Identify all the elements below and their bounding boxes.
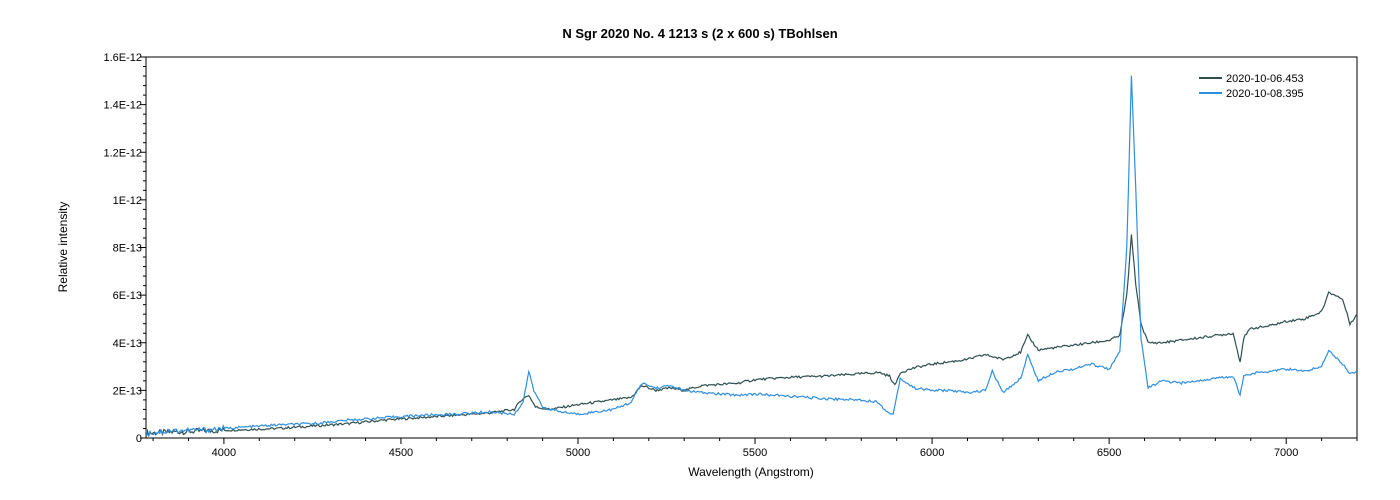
series-layer <box>145 75 1358 438</box>
series-line-1 <box>145 234 1358 438</box>
y-tick-label: 1E-12 <box>113 195 142 207</box>
y-tick-label: 4E-13 <box>113 338 142 350</box>
y-tick-label: 1.4E-12 <box>103 100 142 112</box>
x-axis-label: Wavelength (Angstrom) <box>688 465 814 479</box>
y-tick-label: 2E-13 <box>113 385 142 397</box>
y-axis: 0 2E-13 4E-13 6E-13 8E-13 1E-12 1.2E-12 1.4E-12… <box>103 52 146 445</box>
y-tick-label: 8E-13 <box>113 243 142 255</box>
chart-title: N Sgr 2020 No. 4 1213 s (2 x 600 s) TBoh… <box>562 26 837 41</box>
x-tick-label: 7000 <box>1274 447 1298 459</box>
x-axis: 4000 4500 5000 5500 6000 6500 7000 <box>152 438 1358 459</box>
x-tick-label: 6500 <box>1097 447 1121 459</box>
legend-label-2: 2020-10-08.395 <box>1226 88 1304 100</box>
x-tick-label: 5500 <box>743 447 767 459</box>
x-tick-label: 4000 <box>212 447 236 459</box>
y-tick-label: 1.2E-12 <box>103 147 142 159</box>
series-line-2 <box>145 75 1358 437</box>
plot-area <box>145 56 1358 439</box>
x-tick-label: 4500 <box>389 447 413 459</box>
legend-label-1: 2020-10-06.453 <box>1226 73 1304 85</box>
y-tick-label: 0 <box>136 433 142 445</box>
x-tick-label: 6000 <box>920 447 944 459</box>
y-tick-label: 1.6E-12 <box>103 52 142 64</box>
y-tick-label: 6E-13 <box>113 290 142 302</box>
y-axis-label: Relative intensity <box>56 202 70 293</box>
x-tick-label: 5000 <box>566 447 590 459</box>
legend: 2020-10-06.453 2020-10-08.395 <box>1199 73 1304 100</box>
